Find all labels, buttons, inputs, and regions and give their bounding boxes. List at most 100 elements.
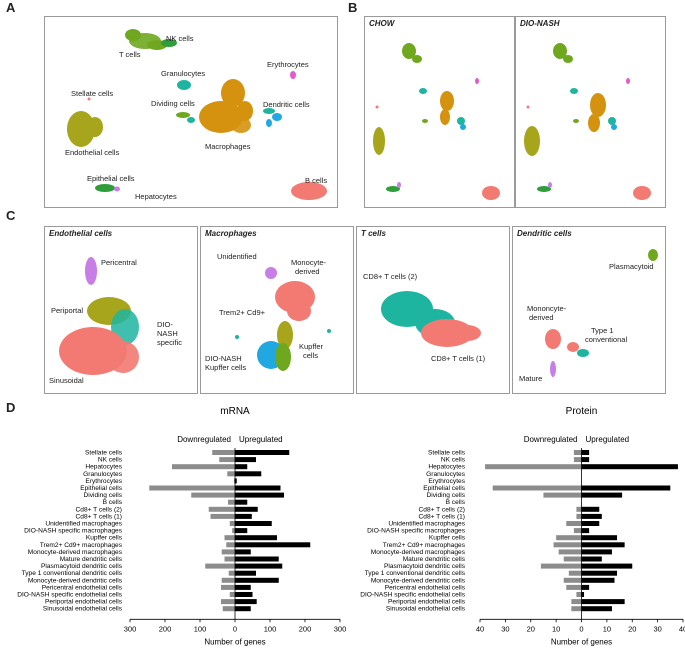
mrna-down-bar — [229, 592, 235, 597]
label-endothelial-cells: Endothelial cells — [65, 148, 120, 157]
mrna-category-label: Periportal endothelial cells — [45, 599, 123, 606]
protein-down-bar — [563, 577, 582, 583]
protein-down-bar — [540, 563, 582, 569]
protein-down-bar — [576, 513, 582, 519]
mrna-up-bar — [235, 492, 284, 498]
mrna-up-bar — [235, 606, 251, 612]
mrna-category-label: Cd8+ T cells (1) — [76, 513, 122, 520]
mrna-downregulated-label: Downregulated — [177, 435, 231, 444]
de-genes-panel: mRNA Downregulated Upregulated Stellate cel… — [0, 400, 685, 656]
subcluster-t-cells: T cells CD8+ T cells (2) CD8+ T cells (1… — [356, 226, 510, 394]
protein-category-label: Hepatocytes — [428, 464, 465, 471]
protein-tick-label: 20 — [628, 624, 636, 633]
label-dio-specific-1: DIO- — [157, 320, 173, 329]
macrophages-title: Macrophages — [205, 229, 257, 238]
mrna-category-label: DIO-NASH specific endothelial cells — [17, 592, 123, 599]
umap-dio-nash: DIO-NASH — [515, 16, 666, 208]
cluster-t-cells — [125, 29, 167, 50]
protein-category-label: B cells — [446, 499, 466, 506]
label-granulocytes: Granulocytes — [161, 69, 206, 78]
protein-category-label: Stellate cells — [428, 450, 466, 457]
label-plasmacytoid: Plasmacytoid — [609, 262, 654, 271]
protein-category-label: Unidentified macrophages — [388, 521, 465, 528]
mrna-category-label: DIO-NASH specific macrophages — [24, 528, 123, 535]
panel-label-a: A — [6, 0, 16, 15]
mrna-up-bar — [235, 592, 253, 597]
label-sinusoidal: Sinusoidal — [49, 376, 84, 385]
protein-title: Protein — [566, 406, 598, 417]
mrna-tick-label: 0 — [233, 624, 237, 633]
label-dividing-cells: Dividing cells — [151, 99, 195, 108]
protein-tick-label: 40 — [476, 624, 484, 633]
protein-category-label: DIO-NASH specific endothelial cells — [360, 592, 466, 599]
label-type1-1: Type 1 — [591, 326, 614, 335]
mrna-category-label: Monocyte-derived dendritic cells — [28, 577, 123, 584]
cluster-macrophages — [199, 79, 253, 133]
mrna-down-bar — [221, 584, 235, 590]
protein-category-label: Monocyte-derived dendritic cells — [371, 577, 466, 584]
mrna-category-label: Plasmacytoid dendritic cells — [41, 563, 123, 570]
protein-up-bar — [581, 492, 623, 498]
protein-down-bar — [553, 542, 582, 548]
mrna-up-bar — [235, 499, 248, 505]
cluster-stellate-cells — [87, 97, 91, 101]
subcluster-dendritic: Dendritic cells Plasmacytoid Mononcyte- … — [512, 226, 666, 394]
mrna-up-bar — [235, 584, 251, 590]
protein-up-bar — [581, 570, 618, 576]
mrna-down-bar — [229, 521, 235, 526]
mrna-down-bar — [221, 599, 235, 605]
mrna-up-bar — [235, 570, 256, 576]
mrna-tick-label: 200 — [159, 624, 172, 633]
panel-label-c: C — [6, 208, 16, 223]
label-monocyte-2: derived — [295, 267, 320, 276]
protein-category-label: Sinusoidal endothelial cells — [386, 606, 466, 613]
subcluster-macrophages-plot — [235, 267, 331, 371]
protein-upregulated-label: Upregulated — [586, 435, 630, 444]
dio-nash-title: DIO-NASH — [520, 19, 560, 28]
protein-down-bar — [566, 584, 582, 590]
mrna-title: mRNA — [220, 406, 250, 417]
label-monocyte-1: Monocyte- — [291, 258, 327, 267]
subcluster-endothelial-plot — [59, 257, 139, 375]
label-b-cells: B cells — [305, 176, 328, 185]
protein-down-bar — [573, 457, 582, 463]
mrna-category-label: NK cells — [98, 457, 123, 464]
protein-down-bar — [576, 592, 582, 597]
mrna-up-bar — [235, 535, 277, 541]
protein-tick-label: 30 — [653, 624, 661, 633]
protein-up-bar — [581, 485, 671, 491]
umap-all-cells: NK cells T cells Granulocytes Erythrocyt… — [44, 16, 338, 208]
protein-up-bar — [581, 556, 602, 562]
mrna-down-bar — [210, 513, 235, 519]
label-macrophages: Macrophages — [205, 142, 251, 151]
protein-down-bar — [568, 570, 582, 576]
mrna-category-label: Trem2+ Cd9+ macrophages — [40, 542, 123, 549]
protein-category-label: Periportal endothelial cells — [388, 599, 466, 606]
protein-tick-label: 30 — [501, 624, 509, 633]
mrna-up-bar — [235, 450, 290, 455]
protein-up-bar — [581, 513, 602, 519]
protein-up-bar — [581, 457, 590, 463]
protein-up-bar — [581, 563, 633, 569]
label-trem2: Trem2+ Cd9+ — [219, 308, 265, 317]
mrna-down-bar — [226, 542, 235, 548]
mrna-category-label: Pericentral endothelial cells — [42, 584, 123, 591]
mrna-down-bar — [221, 549, 235, 555]
protein-category-label: Cd8+ T cells (2) — [419, 506, 465, 513]
mrna-down-bar — [224, 556, 235, 562]
mrna-category-label: Granulocytes — [83, 471, 123, 478]
mrna-up-bar — [235, 471, 262, 477]
panel-label-d: D — [6, 400, 16, 415]
protein-down-bar — [573, 450, 582, 455]
protein-category-label: Plasmacytoid dendritic cells — [384, 563, 466, 570]
mrna-category-label: B cells — [103, 499, 123, 506]
mrna-down-bar — [172, 464, 235, 470]
mrna-down-bar — [149, 485, 235, 491]
de-genes-chart: mRNA Downregulated Upregulated Stellate cel… — [17, 406, 685, 646]
mrna-down-bar — [212, 450, 235, 455]
label-dendritic-mono-1: Mononcyte- — [527, 304, 567, 313]
label-cd8-1: CD8+ T cells (1) — [431, 354, 486, 363]
mrna-up-bar — [235, 457, 256, 463]
label-dio-kupffer-2: Kupffer cells — [205, 363, 247, 372]
subcluster-dendritic-plot — [545, 249, 658, 377]
